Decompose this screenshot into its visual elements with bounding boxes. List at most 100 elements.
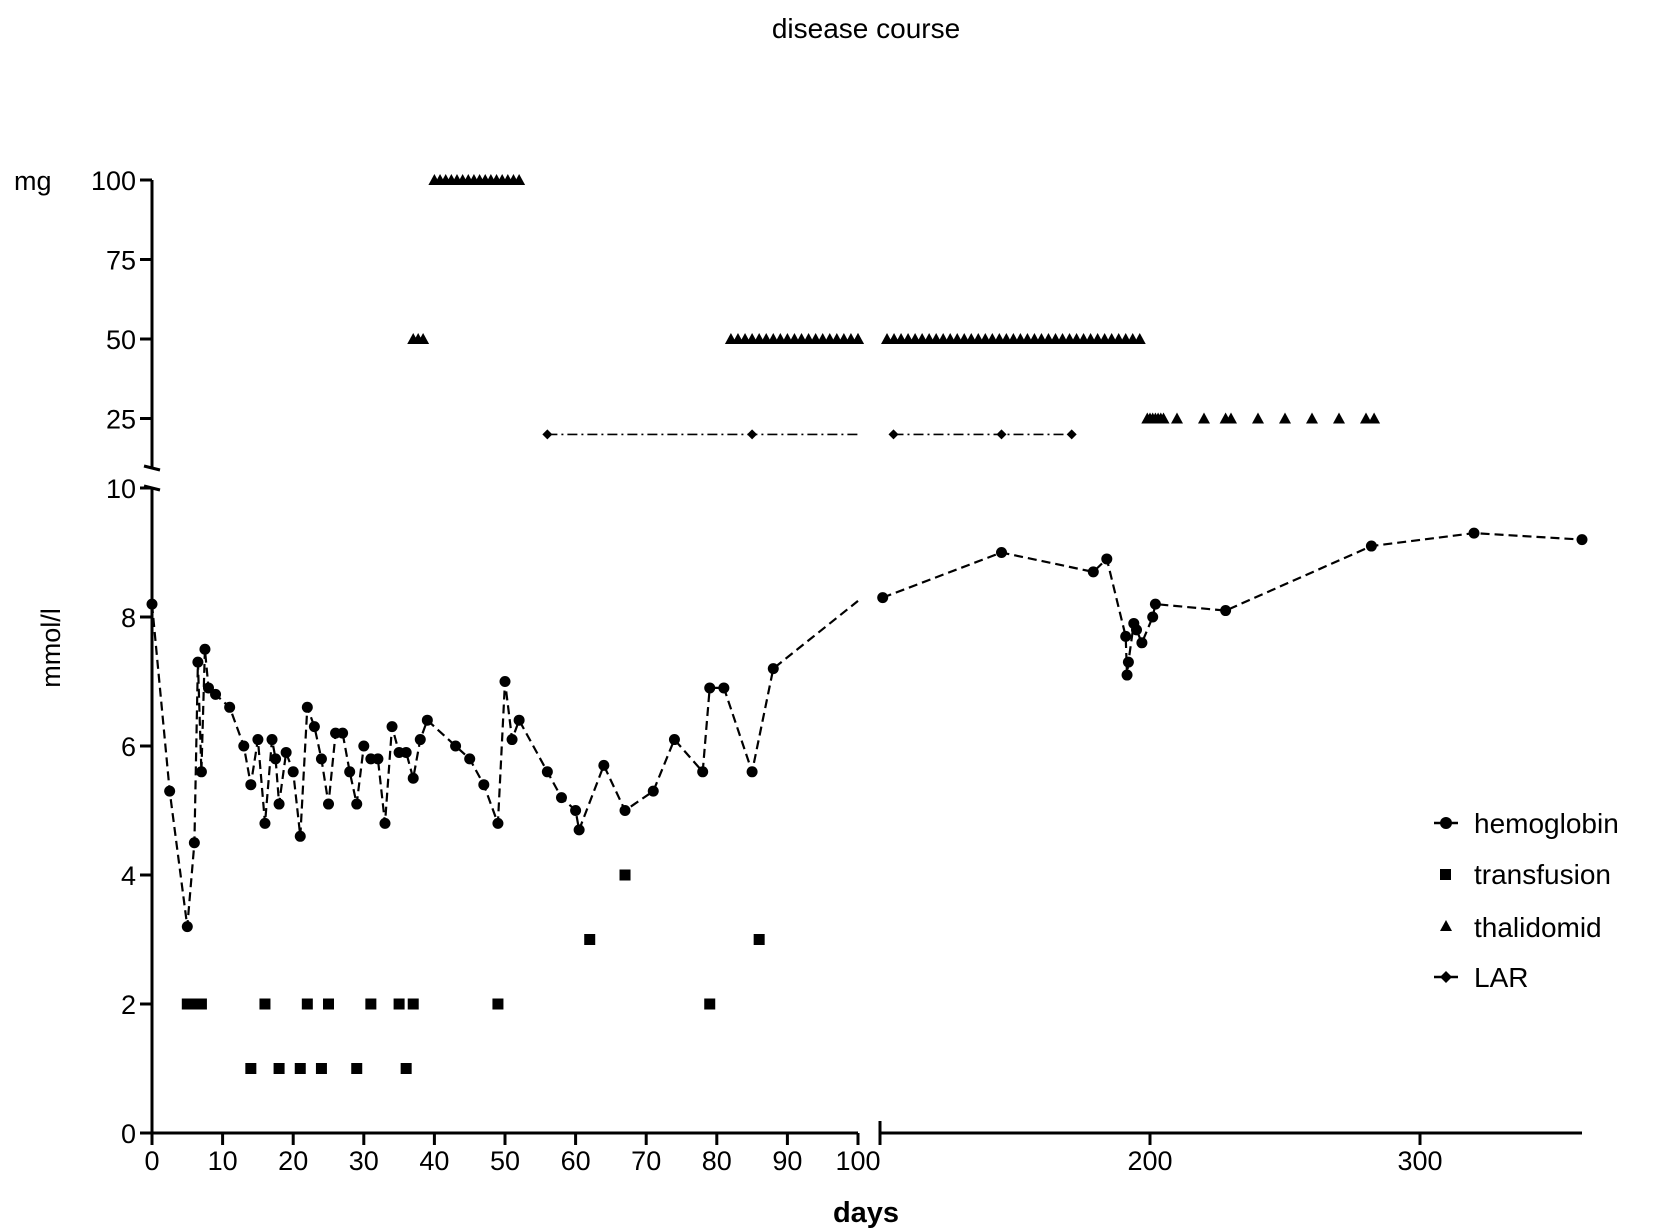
hemoglobin-point [287,766,299,778]
transfusion-point [323,998,334,1010]
hemoglobin-point [478,779,490,791]
thalidomid-point [852,333,864,344]
hemoglobin-point [315,753,327,765]
x-tick-label: 80 [702,1146,732,1176]
hemoglobin-point [414,734,426,746]
lower-y-tick-label: 8 [121,603,136,633]
lar-point [1066,429,1077,440]
x-tick-label: 90 [772,1146,802,1176]
transfusion-point [301,998,313,1010]
hemoglobin-point [450,740,462,752]
x-tick-label: 60 [561,1146,591,1176]
hemoglobin-point [541,766,553,778]
hemoglobin-point [877,592,889,604]
hemoglobin-point [301,701,313,713]
hemoglobin-point [767,663,779,675]
transfusion-point [393,998,405,1010]
hemoglobin-point [492,817,504,829]
upper-y-tick-label: 100 [91,166,136,196]
upper-y-tick-label: 50 [106,325,136,355]
hemoglobin-point [1149,598,1161,610]
transfusion-point [181,998,193,1010]
legend-item-transfusion: transfusion [1440,859,1611,890]
transfusion-point [400,1063,412,1074]
upper-y-tick-label: 25 [106,405,136,435]
transfusion-point [259,998,271,1010]
transfusion-point [294,1063,306,1074]
hemoglobin-point [704,682,716,694]
x-tick-label: 10 [208,1146,238,1176]
x-tick-label: 40 [419,1146,449,1176]
hemoglobin-point [619,805,631,816]
hemoglobin-point [400,746,412,758]
x-tick-label: 100 [835,1146,880,1176]
thalidomid-point [1360,412,1372,424]
axes [143,180,1582,1145]
transfusion-point [407,998,419,1010]
transfusion-point [245,1063,257,1074]
thalidomid-point [417,333,430,344]
hemoglobin-point [555,792,567,804]
hemoglobin-point [323,798,334,810]
hemoglobin-point [379,817,391,829]
series-marks [146,174,1588,1074]
hemoglobin-point [407,772,419,784]
thalidomid-point [1171,412,1183,424]
thalidomid-point [1368,412,1381,424]
thalidomid-point [1133,333,1146,344]
hemoglobin-point [718,682,730,694]
hemoglobin-point [181,921,193,933]
transfusion-point [704,998,716,1010]
hemoglobin-point [146,598,158,610]
hemoglobin-point [421,714,433,726]
transfusion-point [351,1063,363,1074]
legend-marker-thalidomid [1440,920,1452,931]
thalidomid-point [1252,412,1264,424]
hemoglobin-point [499,676,511,687]
transfusion-point [619,869,631,881]
transfusion-point [273,1063,285,1074]
hemoglobin-point [337,727,349,739]
x-axis-label: days [833,1197,899,1229]
legend-label-lar: LAR [1474,962,1528,993]
thalidomid-point [1198,412,1210,424]
hemoglobin-point [1087,566,1099,578]
legend-label-transfusion: transfusion [1474,859,1611,890]
lower-y-tick-label: 4 [121,861,136,891]
thalidomid-point [513,174,526,185]
transfusion-point [584,934,596,945]
hemoglobin-point [1468,527,1480,539]
x-tick-label: 200 [1127,1146,1172,1176]
hemoglobin-point [1220,605,1232,617]
hemoglobin-point [668,734,680,746]
hemoglobin-point [1147,611,1159,623]
hemoglobin-point [1131,624,1142,636]
x-tick-label: 50 [490,1146,520,1176]
lar-point [747,429,758,440]
legend-marker-lar [1440,971,1452,983]
hemoglobin-line [882,531,1583,676]
hemoglobin-point [372,753,384,765]
hemoglobin-point [238,740,250,752]
hemoglobin-point [996,547,1007,558]
x-tick-label: 20 [278,1146,308,1176]
lower-y-tick-label: 10 [106,474,136,504]
x-tick-label: 70 [631,1146,661,1176]
hemoglobin-point [570,805,582,816]
hemoglobin-point [195,766,207,778]
hemoglobin-point [697,766,709,778]
legend-item-lar: LAR [1434,962,1528,993]
thalidomid-point [1306,412,1318,424]
hemoglobin-point [273,798,285,810]
hemoglobin-point [188,837,200,849]
hemoglobin-point [259,817,271,829]
legend-label-thalidomid: thalidomid [1474,912,1602,943]
hemoglobin-point [266,734,278,746]
thalidomid-point [1157,412,1170,424]
thalidomid-point [1333,412,1345,424]
legend-label-hemoglobin: hemoglobin [1474,808,1619,839]
hemoglobin-line [150,600,859,927]
hemoglobin-point [1576,534,1588,546]
